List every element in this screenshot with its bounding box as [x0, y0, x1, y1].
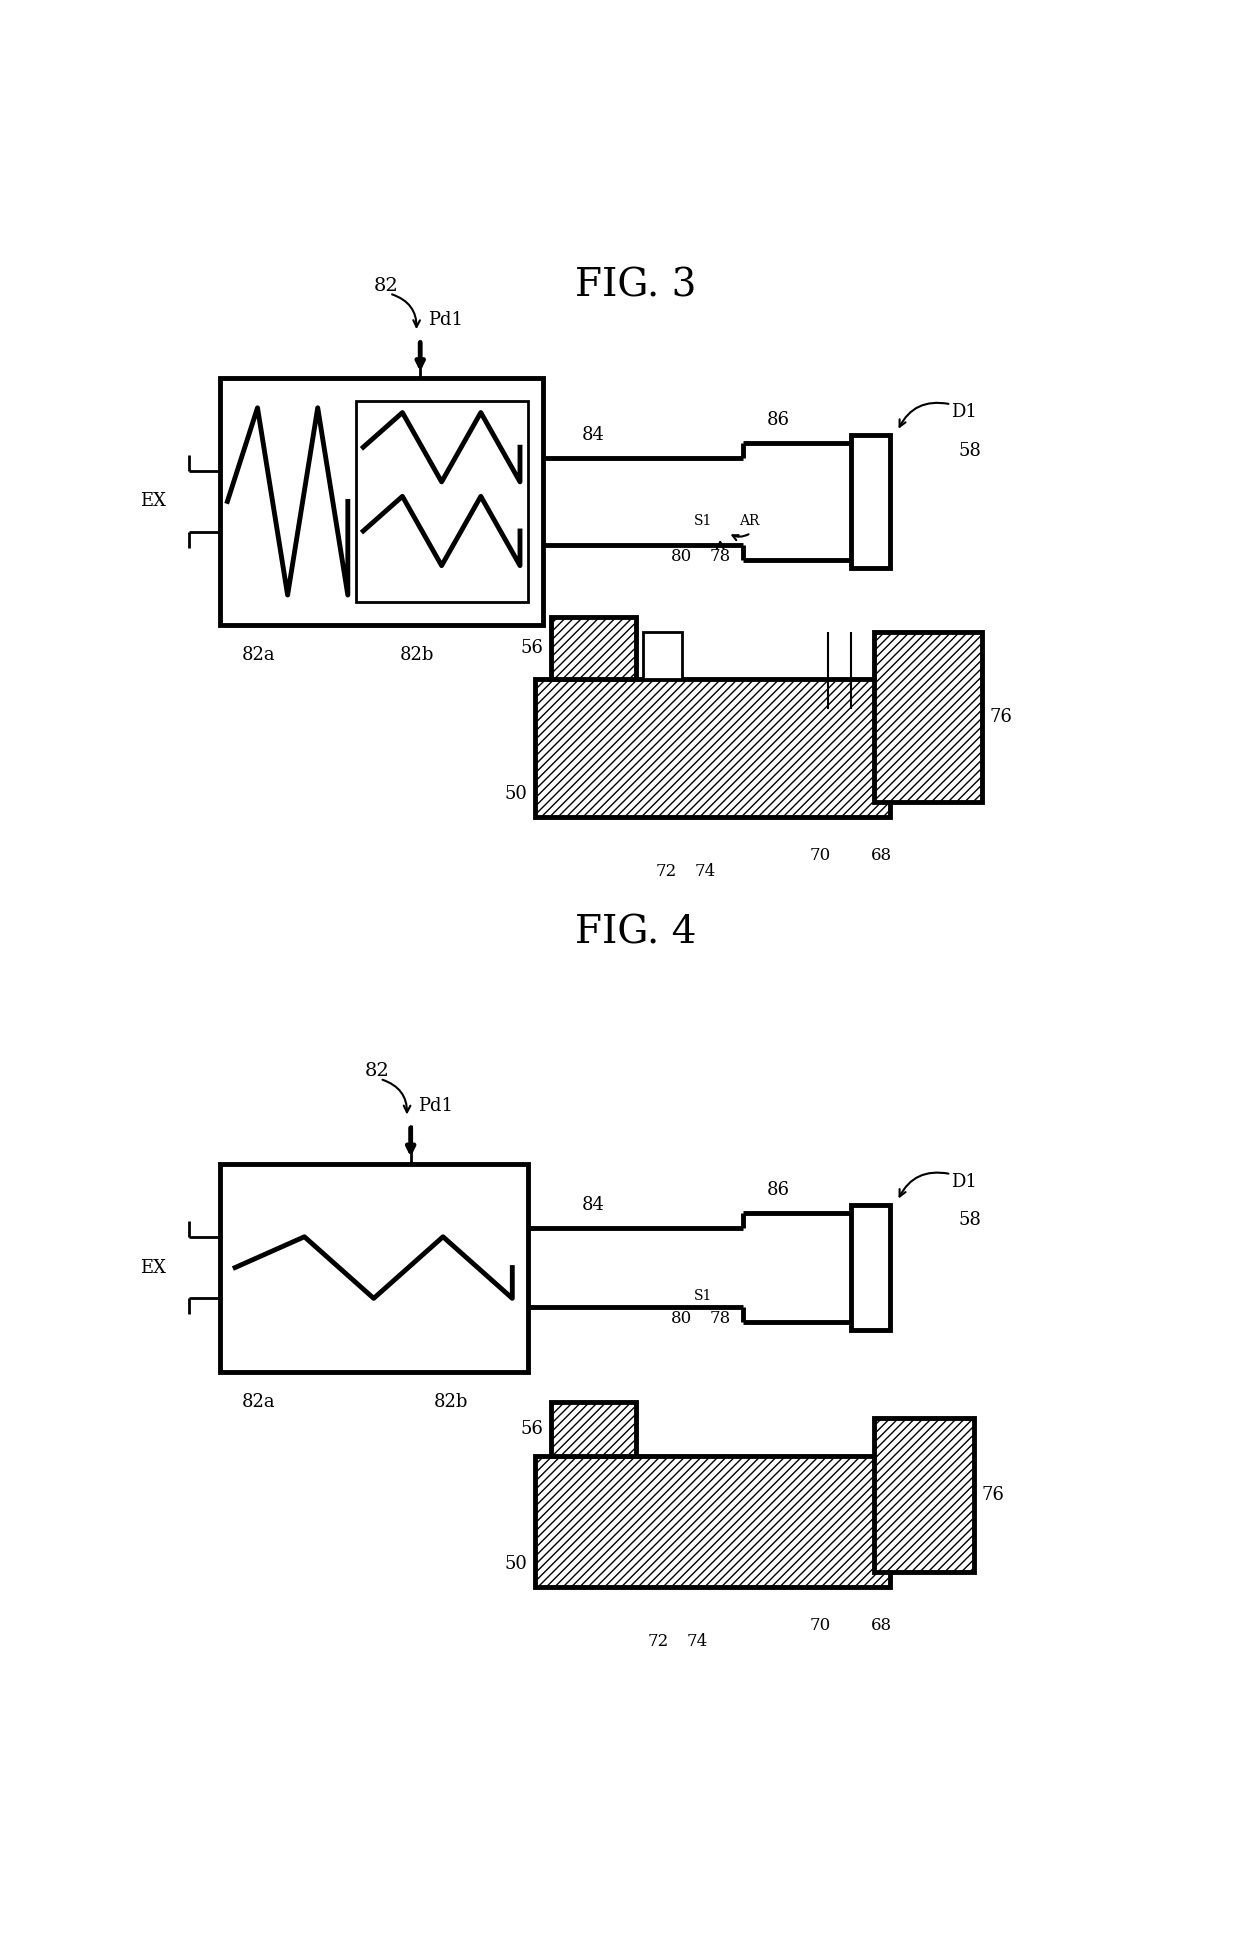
Text: 80: 80: [671, 1311, 692, 1326]
Bar: [551, 617, 635, 679]
Text: 76: 76: [990, 708, 1013, 725]
Text: 56: 56: [521, 1419, 543, 1439]
Text: 78: 78: [709, 1311, 730, 1326]
Text: 84: 84: [582, 427, 604, 444]
Text: 74: 74: [694, 863, 715, 880]
Text: D1: D1: [951, 1173, 977, 1191]
Bar: [874, 1417, 975, 1573]
Bar: [536, 1456, 889, 1588]
Text: 82b: 82b: [401, 646, 434, 665]
Text: Pd1: Pd1: [428, 312, 463, 330]
Text: 86: 86: [766, 1181, 790, 1198]
Text: 56: 56: [521, 638, 543, 657]
Text: 70: 70: [810, 847, 831, 865]
Bar: [536, 679, 889, 816]
Text: 82a: 82a: [242, 646, 275, 665]
Text: 74: 74: [687, 1633, 708, 1650]
Text: 58: 58: [959, 442, 982, 460]
Text: 70: 70: [810, 1617, 831, 1635]
Text: 82a: 82a: [242, 1394, 275, 1412]
Bar: [551, 1402, 635, 1456]
Bar: [219, 378, 543, 624]
Bar: [219, 1163, 528, 1371]
Text: 82: 82: [365, 1063, 389, 1080]
Text: EX: EX: [140, 493, 166, 510]
Text: 86: 86: [766, 411, 790, 429]
Text: EX: EX: [140, 1258, 166, 1276]
Text: AR: AR: [739, 514, 760, 529]
Text: 78: 78: [709, 547, 730, 564]
Bar: [543, 458, 743, 545]
Bar: [743, 442, 851, 560]
Text: 80: 80: [671, 547, 692, 564]
Text: D1: D1: [951, 403, 977, 421]
Text: FIG. 4: FIG. 4: [575, 913, 696, 952]
Text: 72: 72: [656, 863, 677, 880]
Text: 82: 82: [374, 277, 399, 295]
Text: 68: 68: [872, 1617, 893, 1635]
Text: 84: 84: [582, 1196, 604, 1214]
Text: Pd1: Pd1: [418, 1097, 454, 1115]
Bar: [528, 1227, 743, 1307]
Bar: [536, 1456, 889, 1588]
Bar: [644, 632, 682, 679]
Text: 50: 50: [505, 785, 528, 803]
Bar: [874, 632, 982, 801]
Text: 72: 72: [649, 1633, 670, 1650]
Text: 68: 68: [872, 847, 893, 865]
Text: 58: 58: [959, 1212, 982, 1229]
Bar: [851, 1204, 889, 1330]
Text: S1: S1: [694, 514, 713, 529]
Bar: [536, 679, 889, 816]
Bar: [551, 617, 635, 679]
Bar: [743, 1212, 851, 1322]
Bar: [874, 1417, 975, 1573]
Bar: [356, 401, 528, 601]
Bar: [851, 434, 889, 568]
Text: FIG. 3: FIG. 3: [575, 268, 696, 304]
Text: 82b: 82b: [434, 1394, 467, 1412]
Text: S1: S1: [694, 1289, 713, 1303]
Bar: [551, 1402, 635, 1456]
Text: 76: 76: [982, 1485, 1004, 1505]
Bar: [874, 632, 982, 801]
Text: 50: 50: [505, 1555, 528, 1573]
